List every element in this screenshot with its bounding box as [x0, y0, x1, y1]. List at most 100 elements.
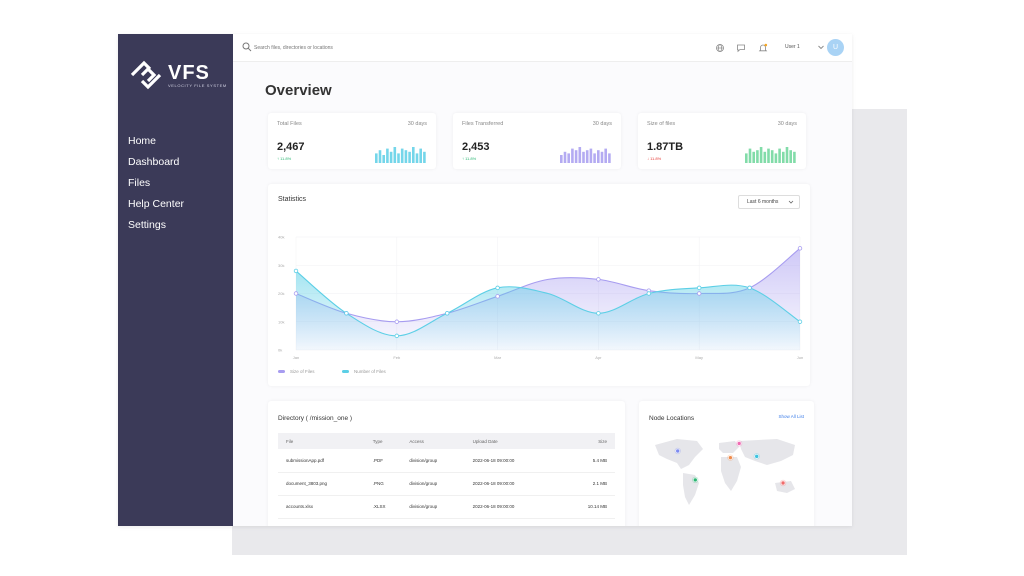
legend-label[interactable]: Size of Files: [290, 369, 315, 374]
show-all-list-link[interactable]: Show All List: [778, 414, 804, 419]
period-select-value: Last 6 months: [747, 199, 779, 205]
world-map: [655, 439, 795, 505]
globe-icon[interactable]: [715, 43, 725, 53]
file-name: submissionApp.pdf: [278, 449, 365, 473]
brand-logo[interactable]: VFS VELOCITY FILE SYSTEM: [128, 60, 227, 90]
file-upload-date: 2022-06-18 09:00:00: [464, 472, 553, 496]
node-marker[interactable]: [728, 455, 733, 460]
data-point[interactable]: [797, 319, 803, 324]
vfs-logo-icon: [130, 60, 162, 90]
sparkline-total-files: [375, 147, 426, 163]
data-point[interactable]: [293, 291, 299, 296]
sparkline-bar: [608, 153, 611, 163]
nav-item-files[interactable]: Files: [128, 177, 151, 189]
table-row[interactable]: document_3803.png .PNG division/group 20…: [278, 472, 615, 496]
file-access: division/group: [401, 472, 465, 496]
series-area: [296, 270, 800, 350]
chevron-down-icon: [788, 200, 794, 204]
data-point[interactable]: [495, 294, 500, 299]
node-marker[interactable]: [780, 480, 786, 486]
sidebar-nav: Home Dashboard Files Help Center Setting…: [128, 134, 184, 239]
sparkline-bar: [748, 148, 752, 163]
column-header[interactable]: Upload Date: [464, 433, 553, 449]
data-point[interactable]: [646, 291, 651, 296]
statistics-chart: 0k 10k 20k 30k 40k Jan Feb Mar Apr May Jun Size of …: [278, 235, 803, 374]
data-point[interactable]: [697, 291, 702, 296]
sparkline-bar: [767, 148, 770, 163]
column-header[interactable]: Type: [364, 433, 402, 449]
file-size: 10.14 MB: [552, 495, 615, 519]
data-point[interactable]: [697, 285, 702, 291]
column-header[interactable]: File: [278, 433, 365, 449]
stat-label: Files Transferred: [462, 121, 504, 127]
stat-change: ↑ 11.8%: [277, 156, 292, 161]
user-name[interactable]: User 1: [785, 44, 800, 50]
x-tick-label: Jun: [797, 355, 803, 360]
y-tick-label: 10k: [278, 319, 284, 324]
nav-item-settings[interactable]: Settings: [128, 219, 166, 231]
sparkline-bar: [785, 147, 789, 163]
node-marker[interactable]: [675, 448, 681, 454]
column-header[interactable]: Access: [401, 433, 465, 449]
sparkline-bar: [386, 148, 389, 163]
sparkline-bar: [756, 150, 759, 163]
sparkline-bar: [600, 151, 604, 163]
sparkline-bar: [778, 148, 781, 163]
y-tick-label: 20k: [278, 291, 284, 296]
chevron-down-icon[interactable]: [817, 43, 825, 51]
data-point[interactable]: [747, 285, 752, 291]
data-point[interactable]: [596, 311, 601, 316]
sparkline-bar: [560, 155, 563, 163]
data-point[interactable]: [394, 319, 399, 324]
bell-icon[interactable]: [758, 43, 768, 53]
chat-icon[interactable]: [736, 43, 746, 53]
file-name: document_3803.png: [278, 472, 365, 496]
stat-period: 30 days: [592, 121, 612, 127]
sparkline-bar: [400, 148, 404, 163]
legend-label[interactable]: Number of Files: [354, 369, 387, 374]
nav-item-home[interactable]: Home: [128, 135, 157, 147]
nav-item-dashboard[interactable]: Dashboard: [128, 156, 180, 168]
directory-card: Directory ( /mission_one ) File Type Acc…: [268, 401, 625, 526]
page-title: Overview: [265, 82, 332, 99]
brand-name: VFS: [168, 61, 210, 84]
sparkline-bar: [578, 147, 582, 163]
sparkline-size-of-files: [745, 147, 796, 163]
data-point[interactable]: [394, 333, 399, 339]
sparkline-bar: [589, 148, 593, 163]
stat-period: 30 days: [407, 121, 427, 127]
sparkline-bar: [574, 150, 578, 163]
node-marker[interactable]: [692, 477, 698, 483]
sparkline-bar: [782, 151, 785, 163]
period-select[interactable]: Last 6 months: [738, 195, 800, 209]
directory-title: Directory ( /mission_one ): [278, 415, 353, 422]
stat-change: ↓ 11.8%: [647, 156, 662, 161]
x-tick-label: Mar: [494, 355, 502, 360]
table-row[interactable]: accounts.xlsx .XLSX division/group 2022-…: [278, 495, 615, 519]
data-point[interactable]: [293, 268, 299, 274]
avatar[interactable]: U: [827, 39, 844, 56]
node-locations-title: Node Locations: [649, 415, 695, 422]
y-tick-label: 30k: [278, 263, 284, 268]
search-input[interactable]: [254, 41, 474, 55]
nav-item-help-center[interactable]: Help Center: [128, 198, 185, 210]
files-table: File Type Access Upload Date Size submis…: [278, 433, 615, 519]
brand-tagline: VELOCITY FILE SYSTEM: [168, 82, 227, 88]
stat-card-total-files: Total Files 30 days 2,467 ↑ 11.8%: [268, 113, 436, 169]
data-point[interactable]: [797, 246, 803, 251]
sparkline-bar: [763, 151, 767, 163]
sparkline-bar: [378, 150, 382, 163]
sparkline-bar: [419, 148, 422, 163]
column-header[interactable]: Size: [552, 433, 615, 449]
data-point[interactable]: [596, 277, 601, 282]
data-point[interactable]: [495, 285, 500, 291]
app-window: VFS VELOCITY FILE SYSTEM Home Dashboard …: [118, 34, 852, 526]
file-type: .PNG: [364, 472, 402, 496]
main-content: User 1 U Overview Total Files 30 days 2,…: [233, 34, 852, 526]
node-marker[interactable]: [736, 441, 742, 446]
table-row[interactable]: submissionApp.pdf .PDF division/group 20…: [278, 449, 615, 473]
data-point[interactable]: [444, 311, 450, 316]
sparkline-bar: [774, 153, 778, 163]
node-marker[interactable]: [754, 454, 760, 459]
data-point[interactable]: [344, 311, 349, 316]
